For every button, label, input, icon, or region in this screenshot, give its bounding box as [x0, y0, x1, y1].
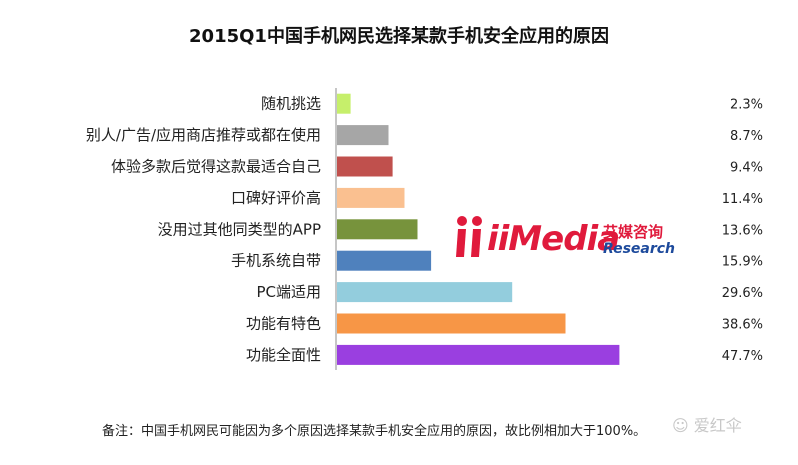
bar [337, 125, 389, 146]
value-label: 15.9% [722, 255, 763, 270]
value-label: 38.6% [722, 318, 763, 333]
watermark: ☺ 爱红伞 [672, 412, 742, 436]
value-label: 11.4% [722, 192, 763, 207]
company-logo: iiMedia 艾媒咨询 Research [453, 213, 676, 265]
bar [337, 282, 513, 303]
category-label: 功能有特色 [246, 315, 321, 333]
wechat-icon: ☺ [672, 416, 689, 435]
chart-title: 2015Q1中国手机网民选择某款手机安全应用的原因 [189, 26, 609, 47]
bar [337, 313, 566, 334]
footnote: 备注：中国手机网民可能因为多个原因选择某款手机安全应用的原因，故比例相加大于10… [102, 424, 647, 439]
value-label: 8.7% [730, 129, 763, 144]
category-label: 功能全面性 [246, 346, 321, 364]
value-label: 13.6% [722, 223, 763, 238]
bar [337, 187, 405, 208]
category-label: 口碑好评价高 [231, 189, 321, 207]
value-label: 29.6% [722, 286, 763, 301]
bar [337, 219, 418, 240]
logo-english-text: Research [603, 241, 676, 257]
category-label: 没用过其他同类型的APP [158, 220, 321, 238]
bar [337, 344, 620, 365]
category-label: 手机系统自带 [231, 252, 321, 270]
logo-mark-icon [456, 216, 482, 257]
value-label: 47.7% [722, 349, 763, 364]
category-label: 体验多款后觉得这款最适合自己 [111, 158, 321, 176]
watermark-text: 爱红伞 [693, 416, 742, 435]
category-label: 随机挑选 [261, 95, 321, 113]
value-label: 9.4% [730, 161, 763, 176]
logo-brand-text: iiMedia [487, 219, 620, 259]
bar [337, 93, 351, 114]
logo-chinese-text: 艾媒咨询 [603, 223, 664, 241]
value-label: 2.3% [730, 98, 763, 113]
category-label: PC端适用 [256, 283, 321, 301]
bar [337, 250, 432, 271]
category-label: 别人/广告/应用商店推荐或都在使用 [86, 126, 321, 144]
bar [337, 156, 393, 177]
bars-layer: 随机挑选 2.3% 别人/广告/应用商店推荐或都在使用 8.7% 体验多款后觉得这款最适… [86, 93, 763, 365]
